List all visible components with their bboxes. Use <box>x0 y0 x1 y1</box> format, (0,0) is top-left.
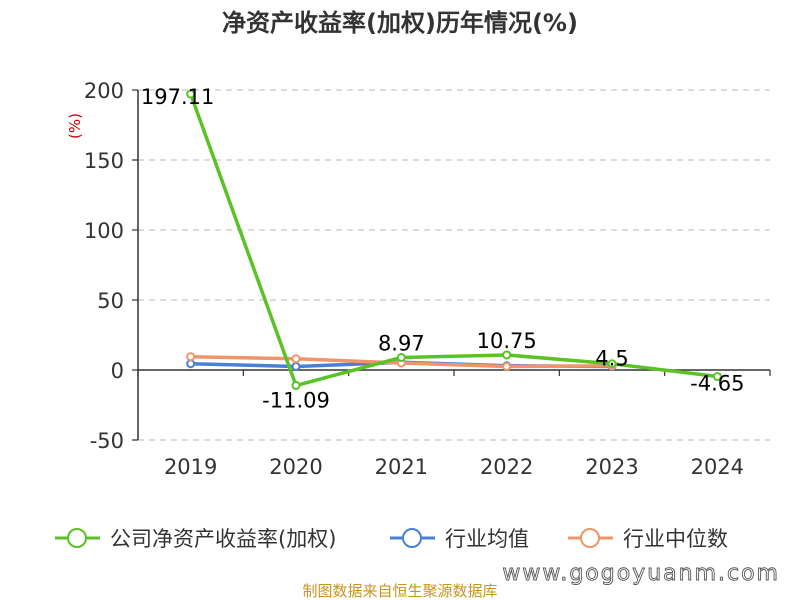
y-tick-label: 50 <box>97 289 124 313</box>
data-point <box>607 359 617 369</box>
legend-label: 行业均值 <box>445 527 529 551</box>
x-tick-label: 2023 <box>585 455 638 479</box>
chart-title: 净资产收益率(加权)历年情况(%) <box>222 9 578 37</box>
data-point <box>291 362 301 371</box>
data-point <box>186 352 196 362</box>
x-tick-label: 2024 <box>691 455 744 479</box>
data-point <box>186 359 196 369</box>
x-tick-label: 2020 <box>269 455 322 479</box>
data-label: -11.09 <box>262 389 330 413</box>
x-tick-label: 2019 <box>164 455 217 479</box>
data-point <box>291 381 301 391</box>
y-tick-label: -50 <box>90 429 124 453</box>
y-tick-label: 100 <box>84 219 124 243</box>
data-point <box>186 89 196 99</box>
y-tick-label: 0 <box>111 359 124 383</box>
legend-label: 行业中位数 <box>623 527 728 551</box>
data-labels: 197.11 -11.09 8.97 10.75 4.5 -4.65 <box>141 85 745 412</box>
x-tick-label: 2022 <box>480 455 533 479</box>
data-label: 8.97 <box>378 331 425 355</box>
watermark: www.gogoyuanm.com <box>502 561 780 586</box>
data-point <box>502 350 512 360</box>
data-point <box>502 362 512 371</box>
y-axis-unit: (%) <box>66 113 84 139</box>
data-label: 4.5 <box>595 347 628 371</box>
legend-swatch-marker <box>580 528 600 548</box>
source-note: 制图数据来自恒生聚源数据库 <box>302 582 497 600</box>
series-lines <box>186 89 722 391</box>
axes: -50 0 50 100 150 200 2019 2020 2021 2022 2023 2024 <box>84 79 771 479</box>
legend-label: 公司净资产收益率(加权) <box>110 527 336 551</box>
series-line <box>189 93 718 388</box>
legend-swatch-marker <box>67 528 87 548</box>
y-tick-label: 200 <box>84 79 124 103</box>
legend-swatch-marker <box>402 528 422 548</box>
data-point <box>291 354 301 364</box>
x-tick-label: 2021 <box>375 455 428 479</box>
gridlines <box>138 89 770 441</box>
data-point <box>712 372 722 382</box>
data-label: -4.65 <box>690 372 744 396</box>
data-label: 10.75 <box>477 329 537 353</box>
legend: 公司净资产收益率(加权) 行业均值 行业中位数 <box>55 527 728 551</box>
data-label: 197.11 <box>141 85 214 109</box>
data-point <box>396 352 406 362</box>
y-tick-label: 150 <box>84 149 124 173</box>
